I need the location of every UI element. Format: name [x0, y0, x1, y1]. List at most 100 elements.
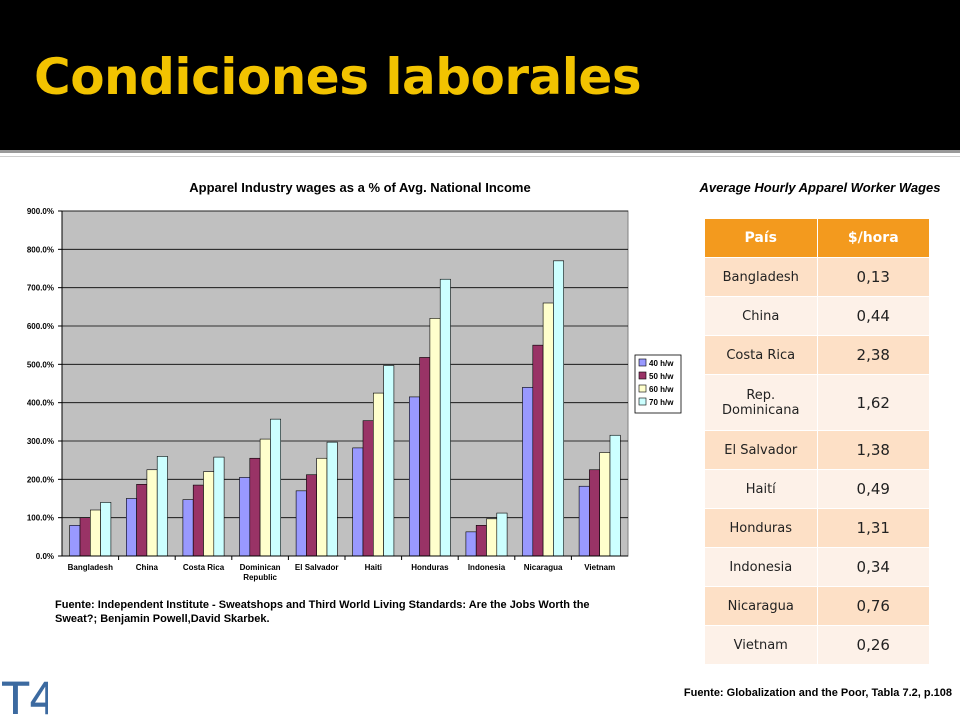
legend-swatch: [638, 397, 647, 406]
country-cell: Costa Rica: [704, 335, 818, 375]
legend-label: 40 h/w: [649, 359, 674, 368]
x-tick-label: Nicaragua: [524, 563, 563, 572]
table-row: Indonesia 0,34: [704, 547, 930, 587]
bar-40-h-w: [465, 531, 477, 557]
bar-50-h-w: [136, 484, 148, 557]
table-row: Rep. Dominicana 1,62: [704, 374, 930, 431]
country-cell: Rep. Dominicana: [704, 374, 818, 431]
bar-40-h-w: [522, 387, 534, 557]
bar-50-h-w: [362, 420, 374, 557]
column-header-wage: $/hora: [816, 218, 930, 258]
wage-cell: 0,34: [816, 547, 930, 587]
bar-60-h-w: [259, 438, 271, 557]
legend-label: 50 h/w: [649, 372, 674, 381]
y-tick-label: 800.0%: [27, 245, 54, 254]
bar-50-h-w: [589, 469, 601, 557]
x-tick-label: Indonesia: [468, 563, 506, 572]
table-row: Nicaragua 0,76: [704, 586, 930, 626]
x-tick-label: El Salvador: [295, 563, 339, 572]
country-cell: Indonesia: [704, 547, 818, 587]
bar-70-h-w: [496, 512, 508, 557]
bar-50-h-w: [249, 457, 261, 557]
bar-70-h-w: [326, 441, 338, 557]
bar-50-h-w: [79, 517, 91, 557]
title-divider-thin: [0, 156, 960, 157]
bar-50-h-w: [532, 344, 544, 557]
bar-40-h-w: [408, 396, 420, 557]
table-header-row: País $/hora: [704, 218, 930, 258]
bar-60-h-w: [372, 392, 384, 557]
bar-60-h-w: [599, 452, 611, 557]
logo-text: T4: [2, 674, 48, 720]
table-row: Vietnam 0,26: [704, 625, 930, 665]
bar-50-h-w: [306, 474, 317, 557]
y-tick-label: 700.0%: [27, 284, 54, 293]
t4-logo: T4: [2, 674, 48, 720]
column-header-country: País: [704, 218, 818, 258]
legend-label: 60 h/w: [649, 385, 674, 394]
bar-50-h-w: [475, 525, 487, 557]
bar-70-h-w: [100, 502, 112, 557]
x-tick-label: Vietnam: [584, 563, 615, 572]
y-tick-label: 100.0%: [27, 514, 54, 523]
x-tick-label: Costa Rica: [183, 563, 225, 572]
bar-70-h-w: [270, 418, 281, 557]
y-tick-label: 500.0%: [27, 360, 54, 369]
y-tick-label: 600.0%: [27, 322, 54, 331]
x-tick-label: Dominican Republic: [240, 563, 281, 582]
table-row: China 0,44: [704, 296, 930, 336]
bar-60-h-w: [486, 518, 498, 557]
table-source-note: Fuente: Globalization and the Poor, Tabl…: [683, 687, 952, 699]
bar-60-h-w: [316, 457, 328, 557]
wage-cell: 0,44: [816, 296, 930, 336]
bar-50-h-w: [192, 484, 204, 557]
country-cell: China: [704, 296, 818, 336]
bar-60-h-w: [542, 302, 554, 557]
bar-40-h-w: [295, 490, 307, 557]
bar-70-h-w: [213, 456, 225, 557]
x-tick-label: Bangladesh: [68, 563, 113, 572]
table-row: El Salvador 1,38: [704, 430, 930, 470]
table-title: Average Hourly Apparel Worker Wages: [699, 180, 941, 195]
country-cell: Haití: [704, 469, 818, 509]
table-row: Bangladesh 0,13: [704, 257, 930, 297]
wage-cell: 1,62: [816, 374, 930, 431]
title-divider: [0, 150, 960, 153]
wage-cell: 0,76: [816, 586, 930, 626]
bar-60-h-w: [90, 509, 101, 557]
table-row: Honduras 1,31: [704, 508, 930, 548]
country-cell: Bangladesh: [704, 257, 818, 297]
y-tick-label: 200.0%: [27, 475, 54, 484]
wage-cell: 0,49: [816, 469, 930, 509]
x-tick-label: China: [136, 563, 159, 572]
y-tick-label: 400.0%: [27, 399, 54, 408]
legend-label: 70 h/w: [649, 398, 674, 407]
legend-swatch: [638, 384, 647, 393]
chart-source-note: Fuente: Independent Institute - Sweatsho…: [55, 599, 590, 625]
y-tick-label: 0.0%: [36, 552, 54, 561]
bar-60-h-w: [429, 318, 441, 557]
bar-70-h-w: [439, 278, 451, 557]
wage-cell: 2,38: [816, 335, 930, 375]
table-row: Costa Rica 2,38: [704, 335, 930, 375]
bar-70-h-w: [553, 260, 565, 557]
chart-title: Apparel Industry wages as a % of Avg. Na…: [189, 180, 531, 195]
bar-70-h-w: [156, 456, 168, 557]
x-tick-label: Honduras: [411, 563, 449, 572]
country-cell: Vietnam: [704, 625, 818, 665]
y-tick-label: 300.0%: [27, 437, 54, 446]
wage-cell: 1,38: [816, 430, 930, 470]
y-tick-label: 900.0%: [27, 207, 54, 216]
bar-50-h-w: [419, 357, 431, 557]
wage-cell: 0,13: [816, 257, 930, 297]
bar-40-h-w: [352, 447, 364, 557]
bar-70-h-w: [609, 434, 621, 557]
country-cell: Honduras: [704, 508, 818, 548]
slide-title: Condiciones laborales: [34, 48, 642, 106]
bar-40-h-w: [239, 477, 251, 557]
wage-bar-chart: 0.0% 100.0% 200.0% 300.0% 400.0% 500.0% 600.0%…: [27, 207, 682, 582]
legend-swatch: [638, 358, 647, 367]
wage-cell: 1,31: [816, 508, 930, 548]
legend-swatch: [638, 371, 647, 380]
bar-40-h-w: [182, 499, 194, 557]
